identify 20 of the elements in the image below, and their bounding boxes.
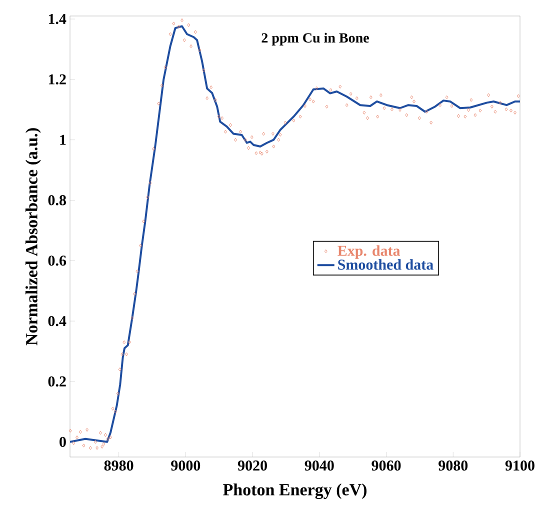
y-tick-label: 0.2 [48, 376, 66, 387]
x-tick-label: 9080 [438, 460, 468, 471]
legend-label: Exp. data [338, 245, 400, 259]
y-axis-title: Normalized Absorbance (a.u.) [25, 128, 41, 346]
y-tick-label: 0 [60, 436, 66, 447]
x-tick-label: 9020 [238, 460, 267, 471]
y-tick-label: 1.2 [48, 74, 66, 85]
y-tick-label: 1 [60, 134, 66, 145]
x-tick-label: 9000 [171, 460, 200, 471]
x-axis-title: Photon Energy (eV) [223, 483, 367, 500]
y-tick-label: 0.8 [48, 195, 66, 206]
y-tick-label: 1.4 [48, 14, 66, 24]
x-tick-label: 9100 [505, 460, 534, 471]
y-tick-label: 0.4 [48, 316, 66, 326]
x-tick-label: 9040 [304, 460, 334, 471]
legend-label: Smoothed data [338, 259, 434, 270]
x-tick-label: 8980 [104, 460, 134, 471]
x-tick-label: 9060 [372, 460, 401, 471]
text: 2 ppm Cu in Bone [262, 32, 369, 46]
y-tick-label: 0.6 [48, 256, 66, 266]
